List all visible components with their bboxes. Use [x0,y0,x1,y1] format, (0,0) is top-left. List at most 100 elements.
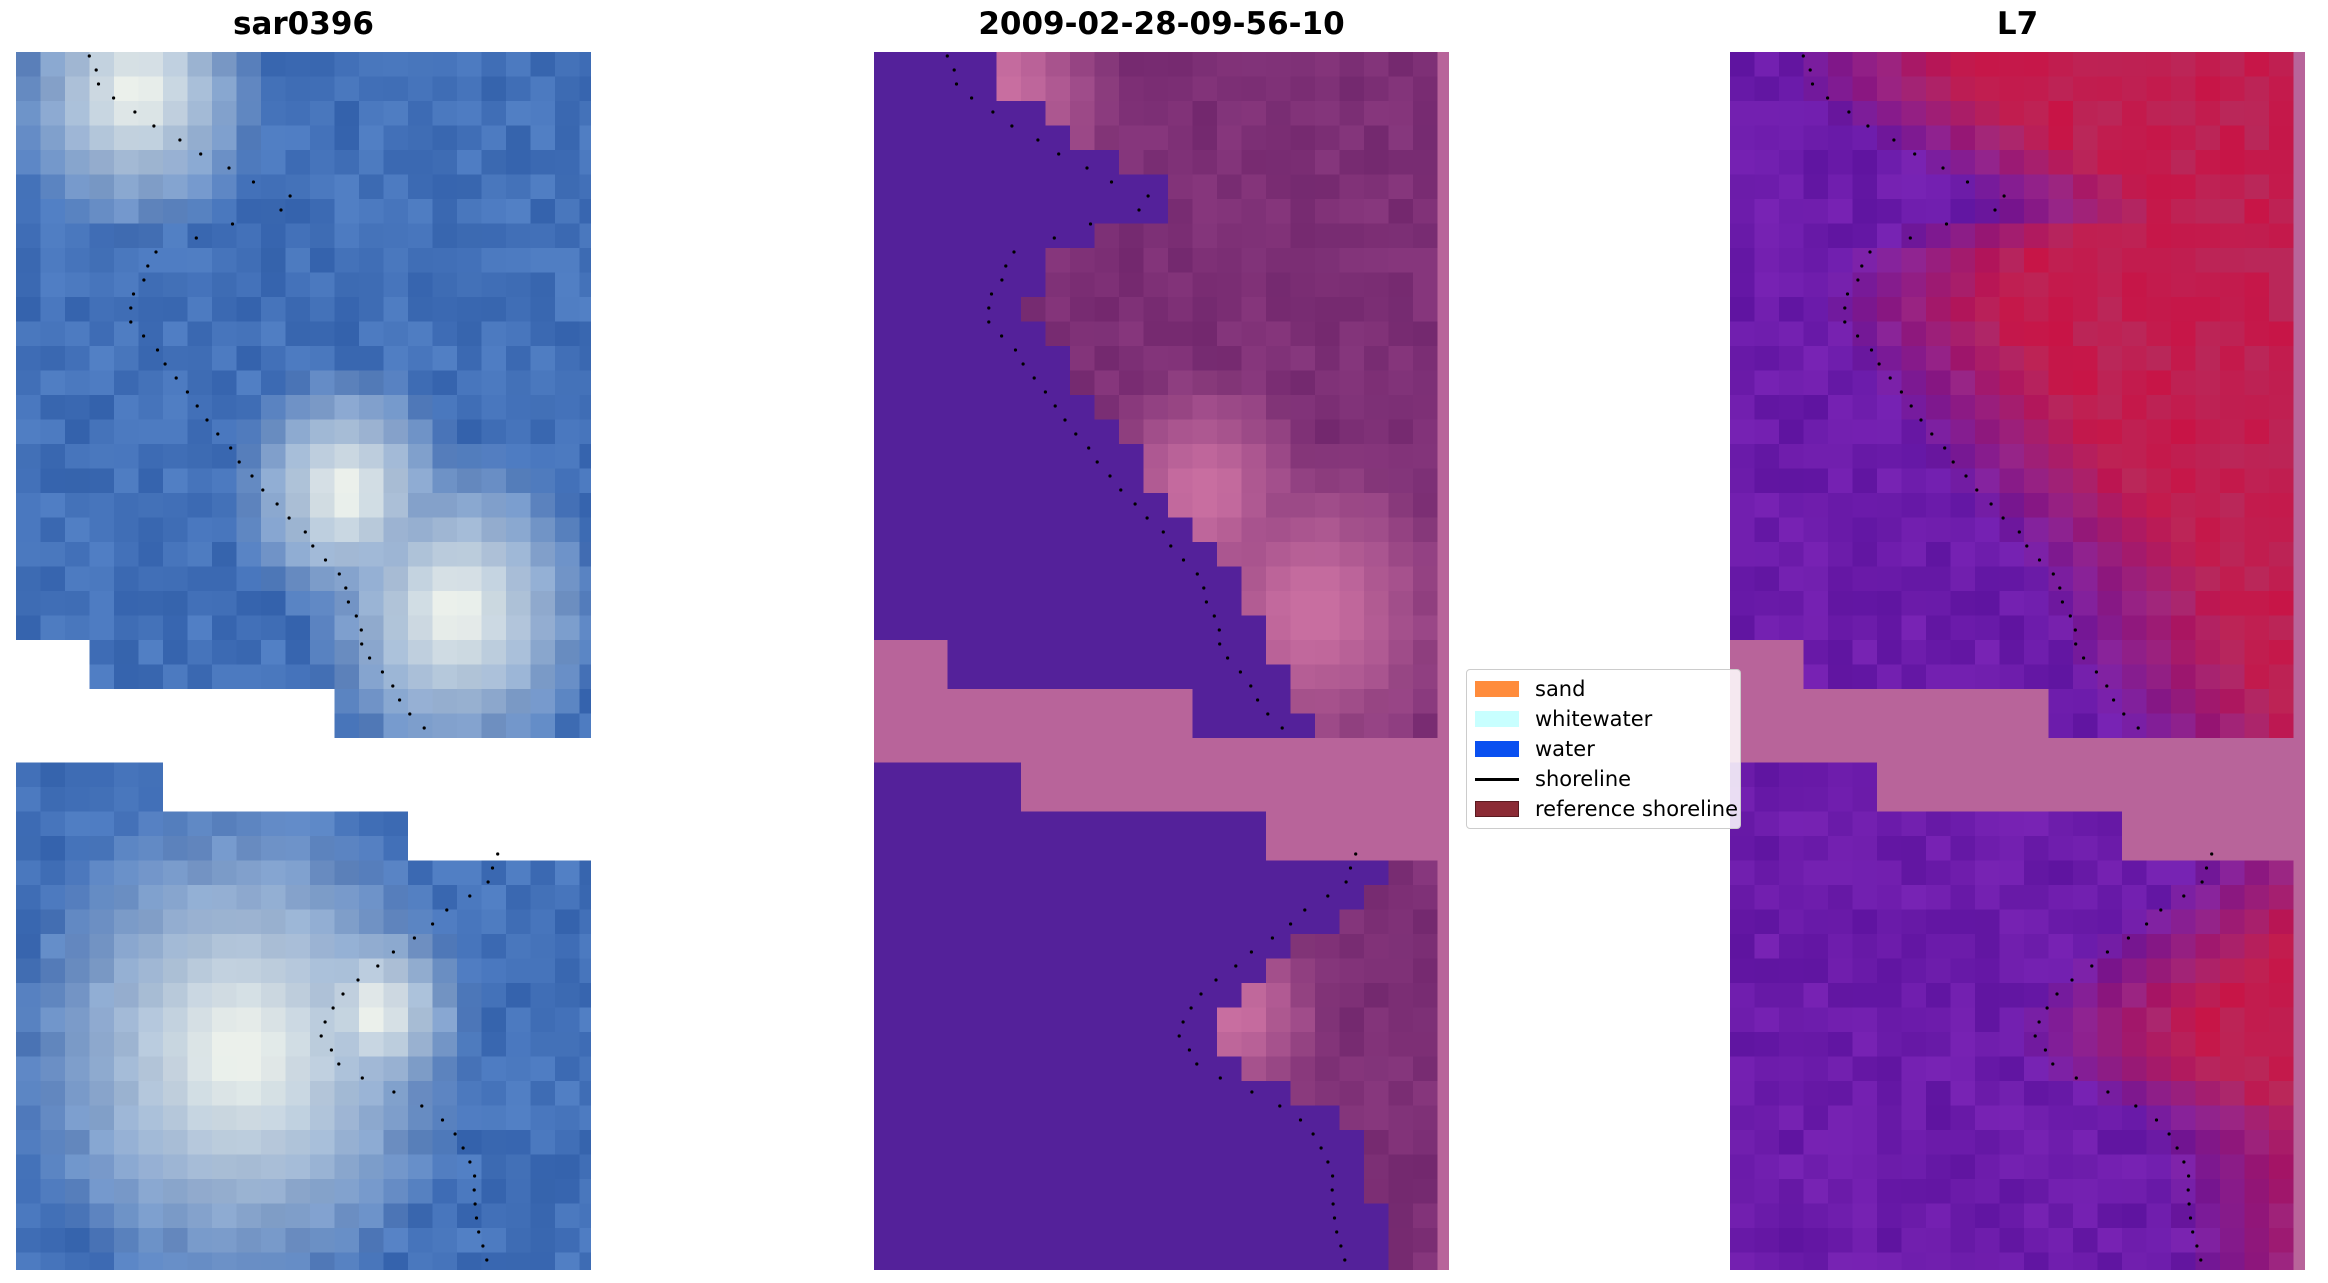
shoreline-point [174,376,178,380]
shoreline-point [987,320,991,324]
shoreline-point [1187,1048,1191,1052]
legend-item-whitewater: whitewater [1475,706,1652,732]
shoreline-point [1000,278,1004,282]
shoreline-point [337,1062,341,1066]
shoreline-point [468,1160,472,1164]
shoreline-point [1847,110,1851,114]
shoreline-point [2112,698,2116,702]
shoreline-point [129,306,133,310]
shoreline-point [94,68,98,72]
classification-image [874,52,1449,1270]
shoreline-point [1013,348,1018,352]
shoreline-point [1145,516,1149,520]
shoreline-point [989,292,994,296]
shoreline-point [1843,320,1847,324]
shoreline-point [360,642,364,646]
shoreline-point [2200,880,2204,884]
shoreline-point [1303,908,1307,912]
shoreline-point [2002,194,2006,198]
shoreline-point [368,656,372,660]
shoreline-point [2182,1160,2186,1164]
shoreline-point [2105,950,2109,954]
shoreline-point [1278,1104,1282,1108]
shoreline-point [1319,1146,1323,1150]
shoreline-point [1043,390,1047,394]
shoreline-point [1181,558,1186,562]
shoreline-point [1965,180,1970,184]
whitewater-swatch [1475,711,1519,727]
shoreline-point [477,1230,481,1234]
shoreline-point [954,82,959,86]
shoreline-point [146,264,150,268]
shoreline-point [2074,1076,2078,1080]
shoreline-point [2070,978,2074,982]
shoreline-point [1332,1216,1337,1220]
shoreline-point [251,180,256,184]
shoreline-point [481,1244,485,1248]
shoreline-line-icon [1475,777,1519,781]
shoreline-point [1335,1230,1339,1234]
shoreline-point [2187,1202,2191,1206]
shoreline-point [398,698,402,702]
shoreline-point [154,250,158,254]
shoreline-point [87,54,91,58]
shoreline-point [2033,1034,2037,1038]
shoreline-point [337,572,341,576]
shoreline-point [1289,922,1293,926]
shoreline-point [2199,1258,2203,1262]
shoreline-point [1010,124,1014,128]
shoreline-point [2188,1216,2193,1220]
shoreline-point [1826,96,1830,100]
shoreline-point [1993,208,1997,212]
shoreline-point [1298,1118,1303,1122]
shoreline-point [195,404,199,408]
shoreline-point [194,236,198,240]
shoreline-point [1189,1006,1193,1010]
shoreline-point [199,152,203,156]
shoreline-point [1909,404,1913,408]
shoreline-point [392,1090,396,1094]
shoreline-point [152,124,156,128]
shoreline-point [1109,180,1114,184]
shoreline-point [1133,502,1137,506]
shoreline-point [1085,166,1089,170]
water-swatch [1475,741,1519,757]
shoreline-point [2210,852,2214,856]
shoreline-point [1964,474,1968,478]
shoreline-point [2122,712,2126,716]
shoreline-point [970,96,974,100]
shoreline-point [1866,124,1870,128]
shoreline-point [473,1202,477,1206]
mndwi-panel [1730,52,2305,1270]
shoreline-point [2045,1006,2049,1010]
shoreline-point [237,460,241,464]
shoreline-point [1036,138,1040,142]
shoreline-point [2145,922,2149,926]
shoreline-point [2134,1104,2138,1108]
shoreline-point [1348,866,1353,870]
shoreline-point [1944,222,1949,226]
shoreline-point [1331,1174,1335,1178]
shoreline-point [2001,516,2005,520]
shoreline-point [945,54,949,58]
shoreline-point [2191,1230,2195,1234]
shoreline-point [1989,502,1993,506]
legend-label: whitewater [1535,707,1653,731]
shoreline-point [1202,586,1206,590]
shoreline-point [1234,964,1238,968]
shoreline-point [376,964,380,968]
legend-label: water [1535,737,1595,761]
shoreline-point [1975,488,1979,492]
shoreline-point [468,894,472,898]
shoreline-point [496,852,500,856]
shoreline-point [346,600,350,604]
shoreline-point [133,110,137,114]
shoreline-point [1195,1062,1199,1066]
shoreline-point [1951,460,1955,464]
shoreline-point [279,208,283,212]
shoreline-point [1808,68,1812,72]
shoreline-point [1326,1160,1330,1164]
reference-shoreline-swatch [1475,801,1519,817]
shoreline-point [2090,964,2094,968]
shoreline-point [142,334,146,338]
